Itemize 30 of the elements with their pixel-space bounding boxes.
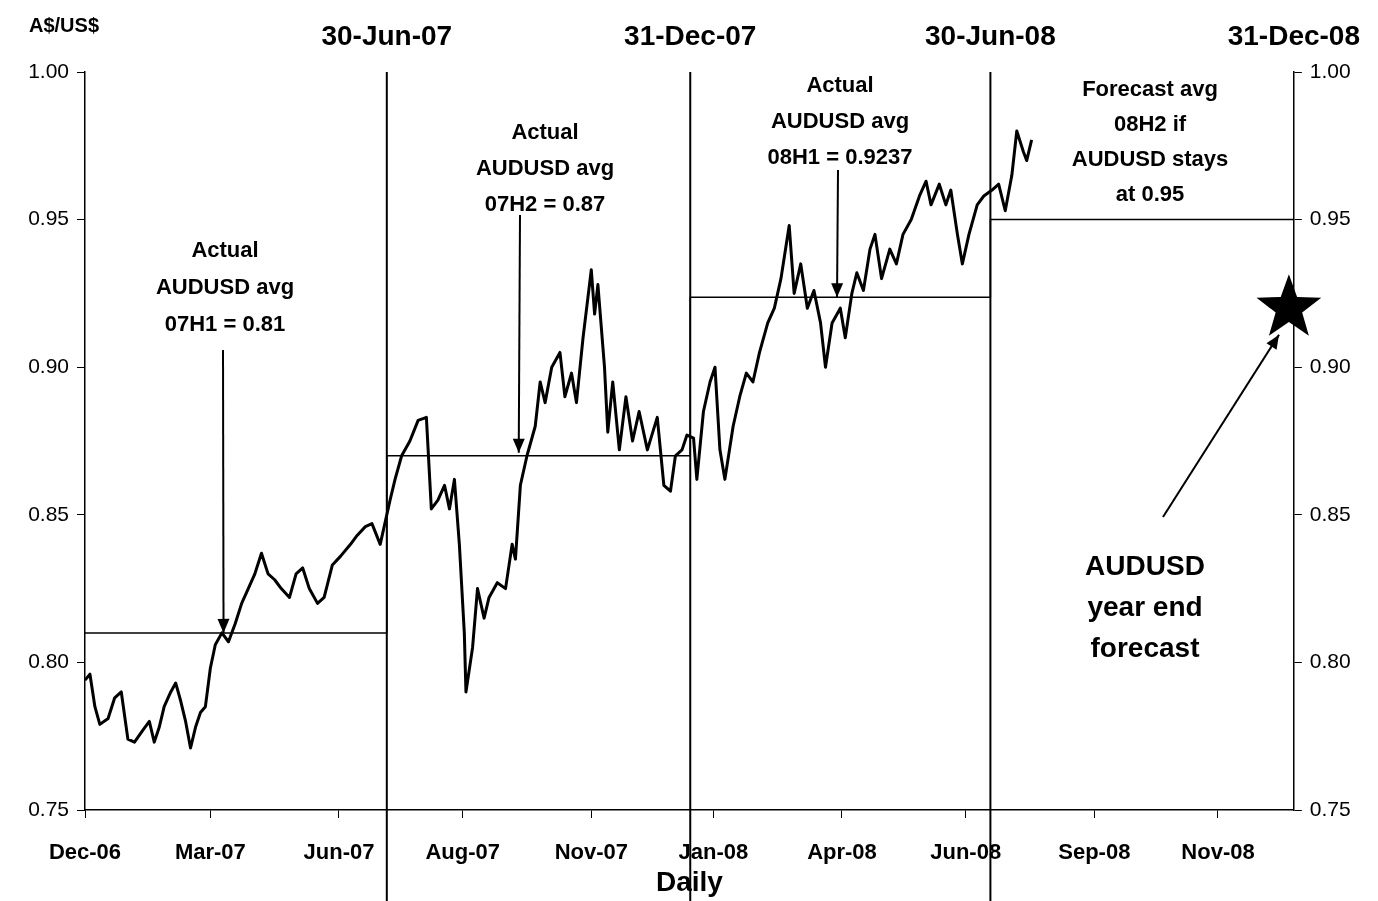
x-tick-label: Jun-07 [303,839,375,865]
y-tick-label: 0.80 [28,649,69,673]
x-tick-label: Apr-08 [807,839,877,865]
y2-tick-label: 0.85 [1309,501,1351,525]
y2-tick-label: 1.00 [1309,58,1351,82]
y-tick-label: 0.75 [28,796,69,820]
x-tick-label: Nov-07 [554,839,628,865]
annotation: Actual AUDUSD avg 08H1 = 0.9237 [767,72,913,169]
x2-tick-label: 30-Jun-08 [925,19,1056,51]
y-axis-title: A$/US$ [28,13,100,36]
annotation: Forecast avg 08H2 if AUDUSD stays at 0.95 [1071,76,1229,206]
y-tick-label: 0.90 [28,354,69,377]
x-tick-label: Mar-07 [174,839,246,865]
x-tick-label: Aug-07 [425,839,500,865]
y-tick-label: 1.00 [28,58,69,82]
y2-tick-label: 0.75 [1309,796,1351,820]
y-tick-label: 0.85 [28,501,69,525]
y2-tick-label: 0.80 [1309,649,1351,673]
x2-tick-label: 31-Dec-08 [1227,19,1360,51]
x-tick-label: Dec-06 [48,839,122,865]
annotation: Actual AUDUSD avg 07H2 = 0.87 [475,119,615,216]
x2-tick-label: 31-Dec-07 [624,19,757,51]
y2-tick-label: 0.90 [1309,354,1351,377]
annotation: AUDUSD year end forecast [1085,550,1205,663]
x-tick-label: Nov-08 [1181,839,1255,865]
annotation: Actual AUDUSD avg 07H1 = 0.81 [155,237,295,336]
y2-tick-label: 0.95 [1309,206,1351,230]
x-tick-label: Sep-08 [1058,839,1131,865]
y-tick-label: 0.95 [28,206,69,230]
x2-tick-label: 30-Jun-07 [321,19,453,51]
